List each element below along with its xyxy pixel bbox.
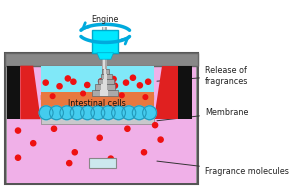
Bar xyxy=(40,118,154,124)
Circle shape xyxy=(122,106,136,120)
Circle shape xyxy=(91,106,105,120)
Circle shape xyxy=(15,155,21,160)
Bar xyxy=(104,74,107,79)
Bar xyxy=(103,27,107,96)
Circle shape xyxy=(72,150,77,155)
Circle shape xyxy=(146,79,151,84)
Bar xyxy=(103,79,107,84)
Circle shape xyxy=(43,80,48,85)
Circle shape xyxy=(81,106,94,120)
Circle shape xyxy=(81,91,85,96)
Bar xyxy=(4,53,199,66)
Bar xyxy=(40,66,154,96)
Circle shape xyxy=(71,79,76,84)
Circle shape xyxy=(141,150,147,155)
Circle shape xyxy=(70,106,84,120)
Circle shape xyxy=(60,106,74,120)
Bar xyxy=(92,90,118,96)
Circle shape xyxy=(112,106,125,120)
Text: Engine: Engine xyxy=(92,15,119,24)
Bar xyxy=(8,66,196,183)
Text: Intestinal cells: Intestinal cells xyxy=(68,99,126,108)
Text: Fragrance molecules: Fragrance molecules xyxy=(157,161,289,176)
Bar xyxy=(101,84,107,90)
Circle shape xyxy=(125,126,130,131)
Circle shape xyxy=(51,126,57,131)
Circle shape xyxy=(112,83,118,88)
Circle shape xyxy=(142,106,157,120)
Circle shape xyxy=(15,128,21,133)
Polygon shape xyxy=(20,66,40,119)
Bar xyxy=(88,158,116,168)
Polygon shape xyxy=(8,66,20,119)
Polygon shape xyxy=(154,66,178,119)
Circle shape xyxy=(85,82,90,88)
FancyBboxPatch shape xyxy=(92,30,118,53)
Circle shape xyxy=(108,156,113,161)
Circle shape xyxy=(111,76,116,82)
Circle shape xyxy=(50,106,63,120)
Bar xyxy=(103,27,105,96)
Circle shape xyxy=(123,80,129,85)
Bar xyxy=(98,79,113,84)
Circle shape xyxy=(50,94,55,99)
Circle shape xyxy=(98,79,104,84)
Circle shape xyxy=(158,137,163,142)
Polygon shape xyxy=(178,66,192,119)
Circle shape xyxy=(132,106,146,120)
Circle shape xyxy=(67,161,72,166)
Bar xyxy=(100,90,108,96)
Circle shape xyxy=(101,106,115,120)
Text: Membrane: Membrane xyxy=(157,108,248,121)
Circle shape xyxy=(97,135,102,140)
Bar xyxy=(95,84,116,90)
Circle shape xyxy=(119,93,124,98)
Circle shape xyxy=(39,106,53,120)
Bar xyxy=(4,53,199,184)
Bar xyxy=(100,74,112,79)
Circle shape xyxy=(137,83,142,88)
Circle shape xyxy=(152,122,158,128)
Circle shape xyxy=(57,84,62,89)
Text: Release of
fragrances: Release of fragrances xyxy=(157,66,248,85)
Polygon shape xyxy=(97,53,113,59)
Circle shape xyxy=(143,95,148,99)
Circle shape xyxy=(65,76,70,81)
Bar xyxy=(40,92,154,119)
Bar xyxy=(104,69,106,74)
Circle shape xyxy=(130,75,136,80)
Bar xyxy=(103,69,109,74)
Circle shape xyxy=(31,141,36,146)
Polygon shape xyxy=(40,92,154,100)
